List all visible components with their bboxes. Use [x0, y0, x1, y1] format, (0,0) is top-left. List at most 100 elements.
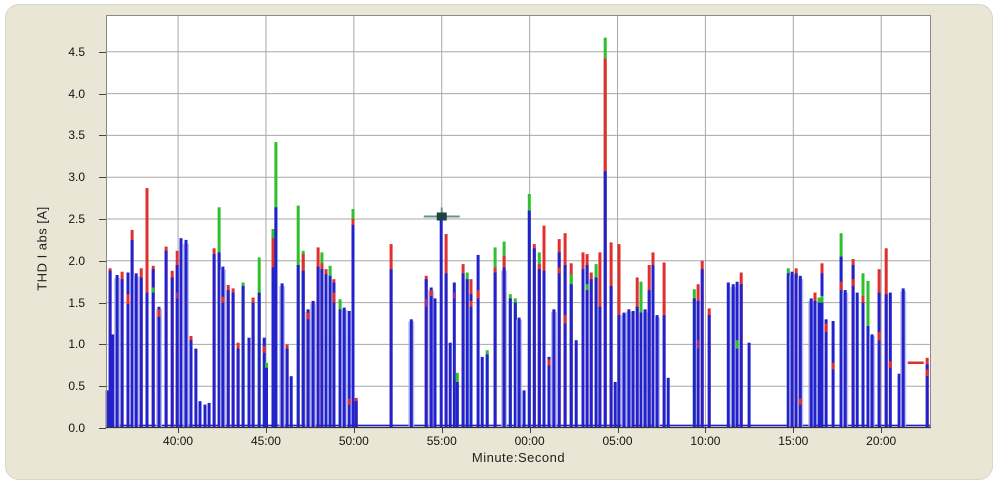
bar-b — [662, 315, 666, 428]
bar-b — [194, 348, 198, 428]
bar-b — [139, 277, 143, 428]
bar-b — [189, 340, 193, 428]
bar-b — [493, 272, 497, 428]
bar-b — [569, 284, 573, 428]
mark-r — [262, 346, 266, 353]
bar-b — [613, 382, 617, 428]
bar-b — [726, 282, 730, 428]
bar-b — [179, 238, 183, 428]
bar-b — [351, 224, 355, 428]
bar-b — [332, 282, 336, 428]
bar-b — [265, 367, 268, 428]
mark-r — [557, 267, 561, 274]
bar-b — [175, 265, 179, 428]
mark-r — [662, 304, 666, 311]
bar-b — [429, 287, 433, 428]
y-tick-mark — [99, 386, 106, 388]
mark-r — [839, 281, 843, 291]
bar-b — [130, 239, 134, 428]
x-tick-mark — [529, 428, 531, 433]
bar-b — [692, 298, 696, 428]
bar-b — [448, 342, 452, 428]
bar-b — [207, 402, 211, 428]
bar-b — [843, 290, 847, 428]
mark-r — [925, 369, 929, 377]
bar-b — [289, 376, 293, 428]
bar-b — [444, 273, 448, 428]
mark-g — [151, 287, 155, 293]
y-tick-label: 2.5 — [68, 211, 85, 226]
bar-b — [666, 377, 670, 428]
x-tick-label: 05:00 — [602, 434, 633, 448]
mark-p — [452, 292, 456, 299]
bar-b — [452, 282, 456, 428]
bar-b — [241, 285, 245, 428]
bar-b — [617, 315, 621, 428]
bar-b — [574, 340, 578, 428]
cursor-marker[interactable] — [423, 207, 460, 221]
bar-b — [338, 309, 342, 428]
bar-b — [786, 273, 790, 428]
bar-b — [324, 274, 328, 428]
bar-b — [108, 270, 112, 428]
bar-b — [347, 311, 351, 428]
y-tick-label: 3.0 — [68, 170, 85, 185]
x-tick-label: 55:00 — [426, 434, 457, 448]
bar-b — [598, 306, 602, 428]
chart-panel: 0.0 0.5 1.0 1.5 2.0 2.5 3.0 3.5 4.0 4.5 40:00 45:0… — [5, 4, 993, 480]
bar-b — [320, 269, 324, 428]
bar-b — [231, 292, 235, 428]
bar-b — [151, 269, 155, 428]
bar-b — [627, 309, 631, 428]
bar-b — [461, 273, 465, 428]
bar-b — [221, 266, 225, 428]
x-tick-mark — [705, 428, 707, 433]
bar-b — [424, 279, 428, 428]
bar-b — [508, 298, 512, 428]
plot-area[interactable] — [105, 15, 931, 429]
mark-r — [798, 398, 802, 405]
bar-b — [925, 364, 929, 428]
y-tick-mark — [99, 260, 106, 262]
bar-b — [480, 356, 484, 428]
bar-b — [203, 404, 207, 428]
mark-r — [824, 323, 828, 332]
bar-b — [184, 239, 188, 428]
bar-b — [813, 300, 817, 428]
bar-b — [651, 265, 655, 428]
bar-b — [164, 250, 168, 428]
bar-b — [631, 311, 635, 428]
bar-b — [820, 273, 824, 428]
mark-r — [126, 294, 130, 305]
bar-b — [306, 309, 310, 428]
bar-b — [542, 270, 546, 428]
y-tick-mark — [99, 302, 106, 304]
mark-r — [563, 315, 567, 324]
mark-r — [469, 300, 473, 307]
bar-b — [817, 302, 821, 428]
bar-b — [226, 290, 230, 428]
x-tick-mark — [353, 428, 355, 433]
bar-b — [866, 326, 870, 428]
x-tick-mark — [617, 428, 619, 433]
bar-b — [105, 390, 109, 428]
x-tick-mark — [441, 428, 443, 433]
bar-b — [280, 283, 284, 428]
x-tick-mark — [881, 428, 883, 433]
x-tick-label: 45:00 — [250, 434, 281, 448]
bar-b — [502, 267, 506, 428]
bar-b — [747, 342, 751, 428]
bar-b — [790, 271, 794, 428]
bar-b — [901, 288, 905, 428]
mark-g — [820, 295, 824, 303]
x-tick-label: 15:00 — [778, 434, 809, 448]
bar-b — [476, 254, 480, 428]
bar-b — [655, 315, 659, 428]
y-tick-mark — [99, 428, 106, 429]
y-tick-label: 2.0 — [68, 253, 85, 268]
bar-b — [469, 294, 473, 428]
bar-b — [585, 265, 589, 428]
bar-b — [354, 401, 358, 428]
mark-r — [888, 361, 892, 368]
